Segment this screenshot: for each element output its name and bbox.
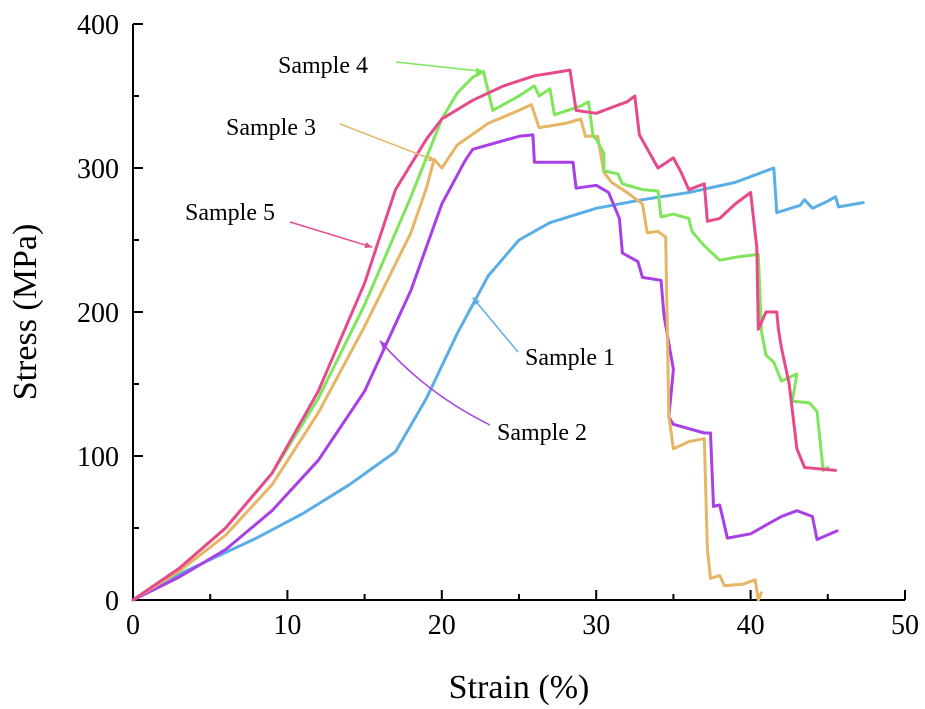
y-tick-label: 200 [77,298,119,329]
y-tick-label: 300 [77,154,119,185]
annotation-layer: Sample 4 Sample 3 Sample 5 Sample 1 Sample 2 [185,53,615,446]
series-layer [131,68,865,602]
annotation-label-sample-4: Sample 4 [278,53,368,79]
series-line-sample-3 [131,103,763,602]
annotation-label-sample-3: Sample 3 [226,115,316,141]
x-tick-label: 10 [273,610,301,641]
y-axis-title: Stress (MPa) [7,224,44,401]
y-tick-label: 100 [77,442,119,473]
annotation-label-sample-5: Sample 5 [185,200,275,226]
annotation-arrowhead [427,155,436,162]
annotation-arrow [289,221,373,248]
ticks: 0 10 20 30 40 50 0 100 200 300 400 [77,10,919,641]
annotation-arrow [379,340,491,426]
y-tick-label: 0 [105,586,119,617]
annotation-arrowhead [380,340,388,349]
x-tick-label: 50 [891,610,919,641]
annotation-arrow [395,61,484,73]
x-tick-label: 40 [737,610,765,641]
x-tick-label: 0 [126,610,140,641]
series-line-sample-5 [131,68,837,602]
annotation-arrowhead [475,67,484,74]
y-tick-label: 400 [77,10,119,41]
annotation-label-sample-1: Sample 1 [525,345,615,371]
annotation-arrowhead [472,297,480,306]
series-line-sample-4 [131,70,830,602]
x-tick-label: 30 [582,610,610,641]
annotation-arrow [339,123,436,162]
annotation-arrow [472,297,519,353]
annotation-label-sample-2: Sample 2 [497,420,587,446]
x-tick-label: 20 [428,610,456,641]
series-line-sample-2 [131,133,839,602]
x-axis-title: Strain (%) [449,669,590,706]
series-line-sample-1 [131,166,865,602]
annotation-arrowhead [364,242,373,248]
